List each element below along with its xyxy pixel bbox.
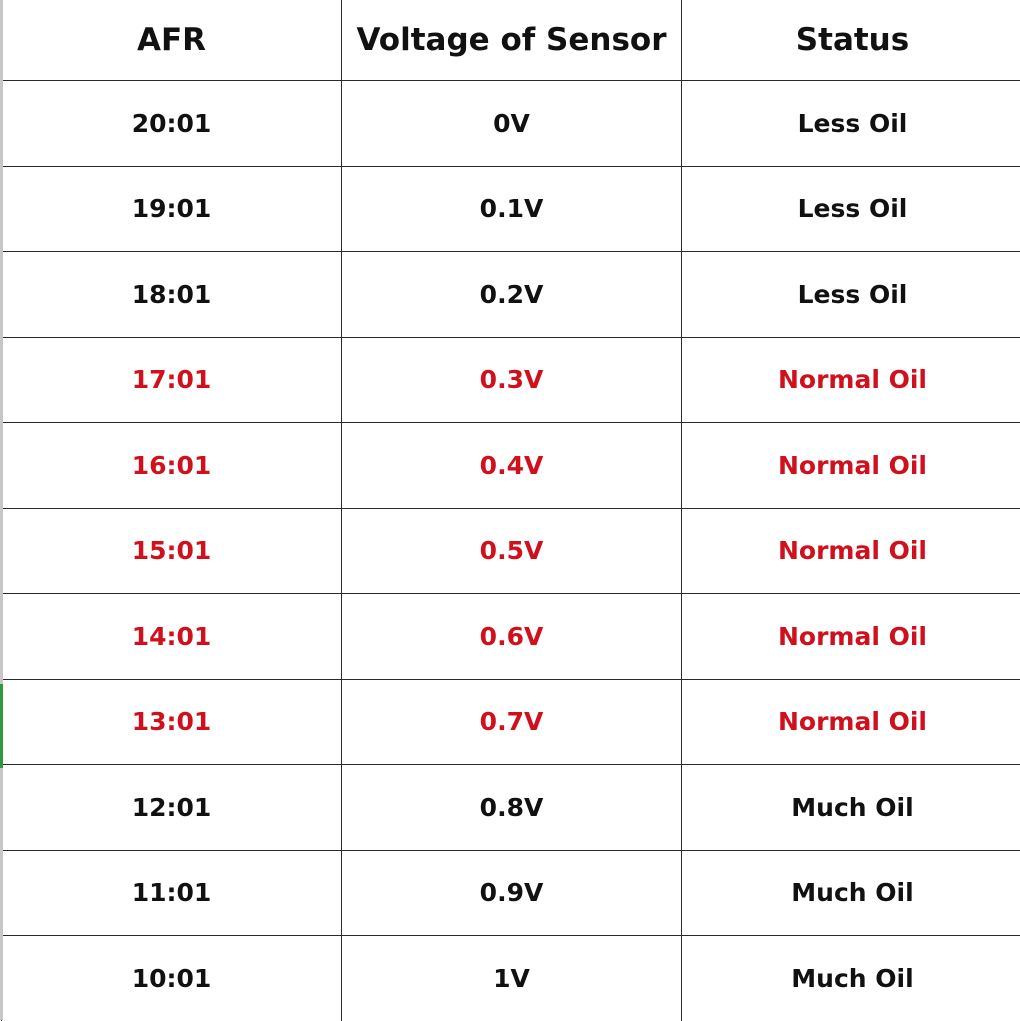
column-header-status: Status [682,0,1020,81]
status-cell: Normal Oil [682,423,1020,509]
voltage-cell: 0.1V [342,166,682,252]
voltage-cell: 0.2V [342,252,682,338]
table-header-row: AFR Voltage of Sensor Status [2,0,1020,81]
status-cell: Much Oil [682,936,1020,1021]
afr-cell: 13:01 [2,679,342,765]
status-cell: Less Oil [682,81,1020,167]
voltage-cell: 0.3V [342,337,682,423]
column-header-afr: AFR [2,0,342,81]
afr-cell: 20:01 [2,81,342,167]
voltage-cell: 0.9V [342,850,682,936]
afr-cell: 12:01 [2,765,342,851]
status-cell: Normal Oil [682,679,1020,765]
afr-cell: 18:01 [2,252,342,338]
voltage-cell: 0.8V [342,765,682,851]
afr-cell: 11:01 [2,850,342,936]
voltage-cell: 0.6V [342,594,682,680]
left-edge-marker [0,684,3,768]
left-edge-line [0,0,3,1020]
afr-cell: 15:01 [2,508,342,594]
afr-cell: 16:01 [2,423,342,509]
voltage-cell: 0.4V [342,423,682,509]
status-cell: Less Oil [682,166,1020,252]
status-cell: Normal Oil [682,337,1020,423]
voltage-cell: 0V [342,81,682,167]
voltage-cell: 0.7V [342,679,682,765]
afr-cell: 10:01 [2,936,342,1021]
afr-cell: 19:01 [2,166,342,252]
status-cell: Less Oil [682,252,1020,338]
status-cell: Normal Oil [682,594,1020,680]
afr-cell: 14:01 [2,594,342,680]
voltage-cell: 0.5V [342,508,682,594]
column-header-voltage: Voltage of Sensor [342,0,682,81]
status-cell: Much Oil [682,765,1020,851]
status-cell: Much Oil [682,850,1020,936]
status-cell: Normal Oil [682,508,1020,594]
afr-cell: 17:01 [2,337,342,423]
voltage-cell: 1V [342,936,682,1021]
